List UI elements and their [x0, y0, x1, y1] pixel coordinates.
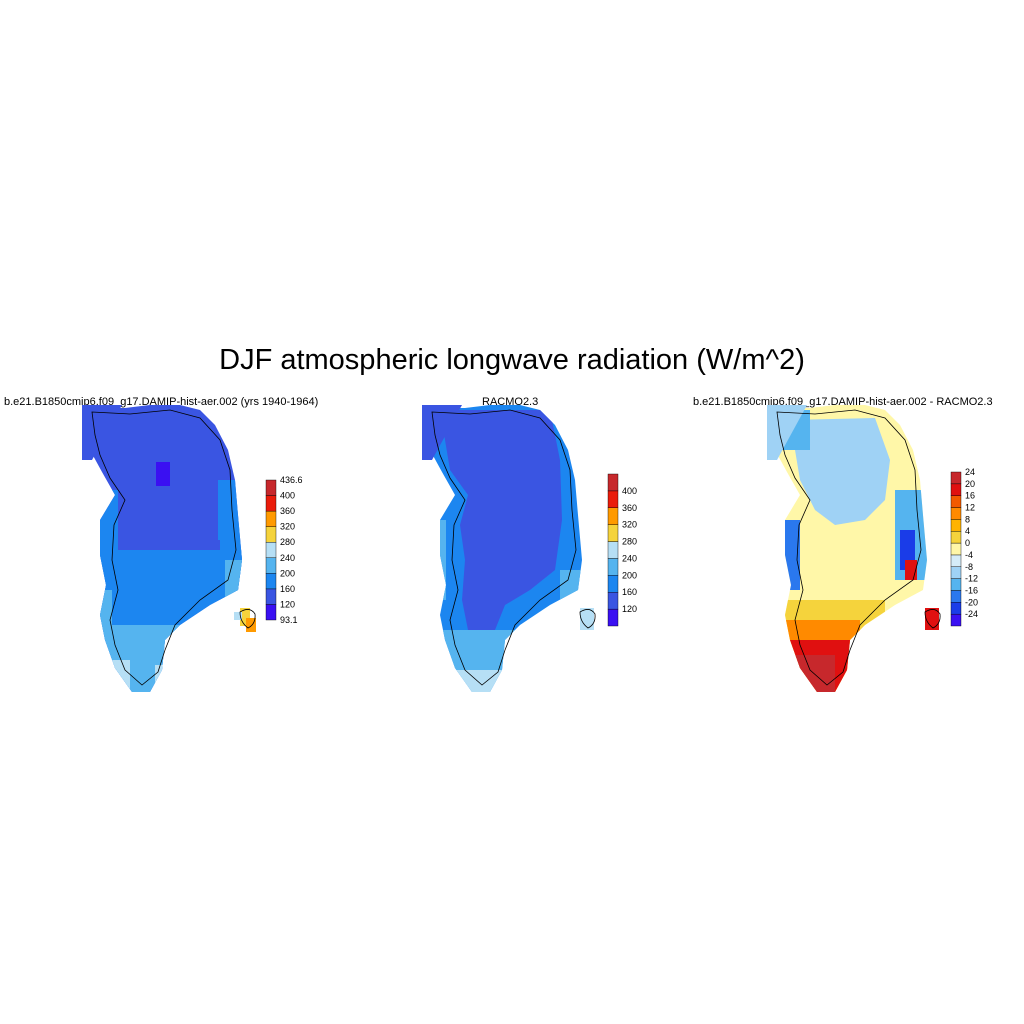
panel-1-map: 93.1 120 160 200 240 280 320 360 400 436.6	[82, 405, 303, 692]
colorbar-swatch	[265, 526, 277, 543]
colorbar-label: 436.6	[280, 475, 303, 485]
colorbar-label: 16	[965, 491, 975, 501]
colorbar-swatch	[950, 602, 962, 615]
colorbar-swatch	[950, 542, 962, 556]
colorbar-swatch	[950, 507, 962, 520]
colorbar-swatch	[950, 613, 962, 627]
colorbar-swatch	[265, 510, 277, 527]
colorbar-swatch	[950, 578, 962, 591]
colorbar-swatch	[950, 519, 962, 532]
colorbar-label: 400	[280, 491, 295, 501]
colorbar-label: 0	[965, 538, 970, 548]
colorbar-swatch	[950, 554, 962, 567]
panel-3-iceland	[924, 608, 941, 630]
colorbar-label: 200	[280, 568, 295, 578]
colorbar-label: 120	[622, 604, 637, 614]
colorbar-swatch	[265, 495, 277, 512]
panel-2-map: 120 160 200 240 280 320 360 400	[422, 405, 637, 692]
colorbar-label: 120	[280, 599, 295, 609]
colorbar-label: 24	[965, 467, 975, 477]
colorbar-label: 280	[622, 537, 637, 547]
colorbar-swatch	[607, 575, 619, 593]
panel-1-coastline	[91, 409, 237, 686]
colorbar-label: 240	[622, 553, 637, 563]
panel-1-summit-cell	[156, 462, 170, 486]
panel-1-colorbar: 93.1 120 160 200 240 280 320 360 400 436.6	[265, 475, 303, 625]
colorbar-swatch	[265, 479, 277, 496]
colorbar-label: -4	[965, 550, 973, 560]
colorbar-label: 280	[280, 537, 295, 547]
panel-2-coastline	[431, 409, 577, 686]
colorbar-swatch	[607, 524, 619, 542]
panel-3-coastline	[776, 409, 922, 686]
colorbar-swatch	[607, 592, 619, 610]
colorbar-label: 160	[280, 584, 295, 594]
colorbar-swatch	[607, 473, 619, 492]
colorbar-label: 160	[622, 587, 637, 597]
colorbar-swatch	[265, 542, 277, 558]
colorbar-swatch	[950, 590, 962, 603]
colorbar-swatch	[950, 483, 962, 496]
colorbar-swatch	[950, 495, 962, 508]
colorbar-label: 12	[965, 503, 975, 513]
colorbar-label: 4	[965, 526, 970, 536]
colorbar-label: -8	[965, 562, 973, 572]
colorbar-label: -24	[965, 609, 978, 619]
colorbar-label: 400	[622, 486, 637, 496]
panel-1-iceland	[234, 608, 256, 632]
colorbar-label: 20	[965, 479, 975, 489]
colorbar-label: -16	[965, 585, 978, 595]
panel-3-positive-south	[775, 600, 885, 692]
colorbar-label: 360	[280, 506, 295, 516]
colorbar-label: 240	[280, 553, 295, 563]
colorbar-label: -12	[965, 574, 978, 584]
panel-2-colorbar: 120 160 200 240 280 320 360 400	[607, 473, 637, 627]
colorbar-label: 200	[622, 570, 637, 580]
colorbar-swatch	[265, 588, 277, 605]
colorbar-swatch	[607, 608, 619, 627]
colorbar-swatch	[265, 573, 277, 590]
colorbar-swatch	[607, 490, 619, 508]
colorbar-swatch	[265, 604, 277, 621]
figure-title: DJF atmospheric longwave radiation (W/m^…	[219, 344, 805, 376]
colorbar-swatch	[950, 566, 962, 579]
colorbar-swatch	[265, 557, 277, 574]
colorbar-label: 93.1	[280, 615, 298, 625]
colorbar-label: -20	[965, 597, 978, 607]
colorbar-swatch	[607, 507, 619, 525]
colorbar-swatch	[607, 558, 619, 576]
colorbar-swatch	[950, 471, 962, 485]
colorbar-label: 320	[622, 520, 637, 530]
colorbar-label: 320	[280, 522, 295, 532]
colorbar-swatch	[607, 541, 619, 559]
colorbar-label: 360	[622, 503, 637, 513]
colorbar-label: 8	[965, 514, 970, 524]
panel-2-iceland	[579, 608, 596, 630]
colorbar-swatch	[950, 531, 962, 544]
